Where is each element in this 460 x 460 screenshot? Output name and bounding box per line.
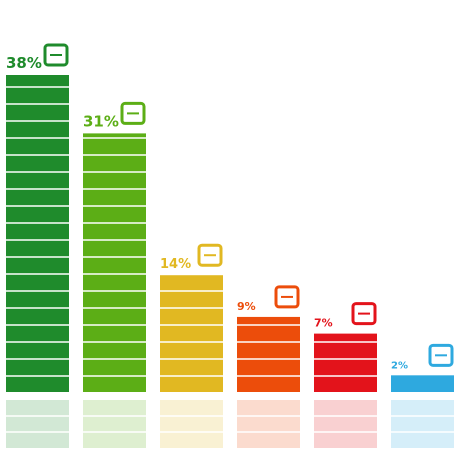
icon-shape [351,302,377,326]
icon [120,101,146,125]
value-label: 2% [391,360,408,371]
value-label: 38% [6,54,42,72]
reflection [391,400,454,448]
value-label: 7% [314,317,333,330]
icon [43,43,69,67]
reflection [6,400,69,448]
bar [237,316,300,392]
reflection [314,400,377,448]
bar [160,275,223,392]
value-label: 14% [160,257,191,272]
icon [274,285,300,309]
value-label: 9% [237,300,256,313]
icon-shape [43,43,69,67]
icon [428,343,454,367]
icon-shape [197,243,223,267]
icon [351,302,377,326]
reflection [237,400,300,448]
icon [197,243,223,267]
reflection [83,400,146,448]
icon-shape [120,101,146,125]
bar [391,375,454,392]
reflection [160,400,223,448]
icon-shape [428,343,454,367]
bar [6,75,69,392]
bar [83,133,146,393]
icon-shape [274,285,300,309]
value-label: 31% [83,112,119,130]
bar [314,333,377,392]
